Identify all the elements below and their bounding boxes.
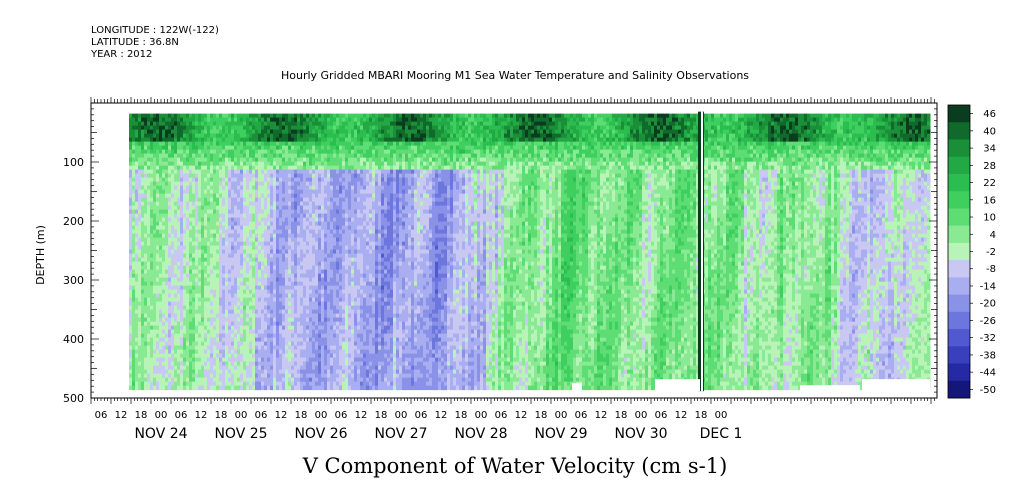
x-tick-label: 12	[275, 410, 288, 421]
year-text: YEAR : 2012	[91, 49, 153, 60]
x-tick-label: 00	[475, 410, 488, 421]
colorbar-swatch	[948, 105, 970, 123]
y-tick-label: 200	[63, 215, 84, 228]
colorbar-swatch	[948, 191, 970, 209]
x-tick-label: 06	[335, 410, 348, 421]
longitude-text: LONGITUDE : 122W(-122)	[91, 25, 219, 36]
latitude-text: LATITUDE : 36.8N	[91, 37, 179, 48]
colorbar-swatch	[948, 346, 970, 364]
x-tick-label: 06	[95, 410, 108, 421]
heatmap-field	[129, 113, 931, 391]
colorbar-label: -32	[980, 333, 996, 344]
x-tick-label: 06	[575, 410, 588, 421]
x-day-label: NOV 25	[214, 426, 267, 442]
x-tick-label: 12	[435, 410, 448, 421]
x-tick-label: 00	[395, 410, 408, 421]
x-axis-label: V Component of Water Velocity (cm s-1)	[302, 454, 728, 478]
colorbar-swatch	[948, 294, 970, 313]
colorbar-swatch	[948, 363, 970, 382]
x-tick-label: 00	[315, 410, 328, 421]
colorbar-label: -44	[980, 368, 996, 379]
colorbar-label: 40	[983, 126, 996, 137]
colorbar-label: 4	[990, 230, 996, 241]
x-tick-label: 18	[295, 410, 308, 421]
colorbar: 46 40 34 28 22 16 10 4 -2 -8 -14 -20 -26 -32 -38 -44 -50	[947, 104, 996, 399]
colorbar-label: 34	[983, 144, 996, 155]
x-tick-label: 06	[495, 410, 508, 421]
x-tick-label: 18	[695, 410, 708, 421]
colorbar-swatch	[948, 139, 970, 158]
x-tick-label: 06	[415, 410, 428, 421]
colorbar-swatch	[948, 311, 970, 330]
x-tick-label: 06	[255, 410, 268, 421]
x-day-label: DEC 1	[700, 426, 743, 442]
x-tick-label: 12	[115, 410, 128, 421]
chart-title: Hourly Gridded MBARI Mooring M1 Sea Wate…	[280, 69, 750, 82]
x-tick-label: 12	[595, 410, 608, 421]
x-tick-label: 00	[555, 410, 568, 421]
x-day-label: NOV 30	[614, 426, 667, 442]
x-tick-label: 18	[615, 410, 628, 421]
colorbar-label: 16	[983, 195, 996, 206]
colorbar-label: 28	[983, 161, 996, 172]
x-tick-label: 12	[195, 410, 208, 421]
x-day-label: NOV 27	[374, 426, 427, 442]
colorbar-label: 10	[983, 213, 996, 224]
x-tick-label: 18	[535, 410, 548, 421]
colorbar-swatch	[948, 380, 970, 399]
colorbar-swatch	[948, 260, 970, 278]
colorbar-swatch	[948, 208, 970, 227]
y-axis-label: DEPTH (m)	[34, 225, 47, 285]
axes: 06 12 18 00 06 12 18 00 06 12 18 00 06 12 18 00 06 12 18 00…	[63, 97, 937, 442]
colorbar-swatch	[948, 277, 970, 295]
colorbar-label: -20	[980, 299, 996, 310]
y-tick-label: 300	[63, 274, 84, 287]
x-tick-label: 18	[135, 410, 148, 421]
x-day-label: NOV 29	[534, 426, 587, 442]
x-tick-label: 00	[635, 410, 648, 421]
colorbar-label: -50	[980, 385, 996, 396]
x-tick-label: 12	[515, 410, 528, 421]
colorbar-swatch	[948, 122, 970, 140]
x-tick-label: 06	[655, 410, 668, 421]
y-tick-label: 500	[63, 392, 84, 405]
colorbar-swatch	[948, 225, 970, 244]
colorbar-swatch	[948, 242, 970, 261]
colorbar-label: -14	[980, 281, 996, 292]
x-tick-label: 00	[235, 410, 248, 421]
colorbar-label: -2	[986, 247, 996, 258]
colorbar-label: -38	[980, 350, 996, 361]
x-tick-label: 00	[715, 410, 728, 421]
colorbar-swatch	[948, 173, 970, 192]
x-tick-label: 12	[675, 410, 688, 421]
x-tick-label: 18	[455, 410, 468, 421]
x-tick-label: 06	[175, 410, 188, 421]
colorbar-label: -26	[980, 316, 996, 327]
colorbar-label: -8	[986, 264, 996, 275]
x-tick-label: 12	[355, 410, 368, 421]
y-tick-label: 100	[63, 156, 84, 169]
colorbar-label: 46	[983, 109, 996, 120]
x-tick-label: 18	[215, 410, 228, 421]
x-tick-label: 00	[155, 410, 168, 421]
colorbar-label: 22	[983, 178, 996, 189]
missing-data-mask	[572, 111, 930, 392]
colorbar-swatch	[948, 156, 970, 175]
x-day-label: NOV 24	[134, 426, 187, 442]
x-day-label: NOV 26	[294, 426, 347, 442]
y-tick-label: 400	[63, 333, 84, 346]
x-day-label: NOV 28	[454, 426, 507, 442]
colorbar-swatch	[948, 329, 970, 347]
x-tick-label: 18	[375, 410, 388, 421]
